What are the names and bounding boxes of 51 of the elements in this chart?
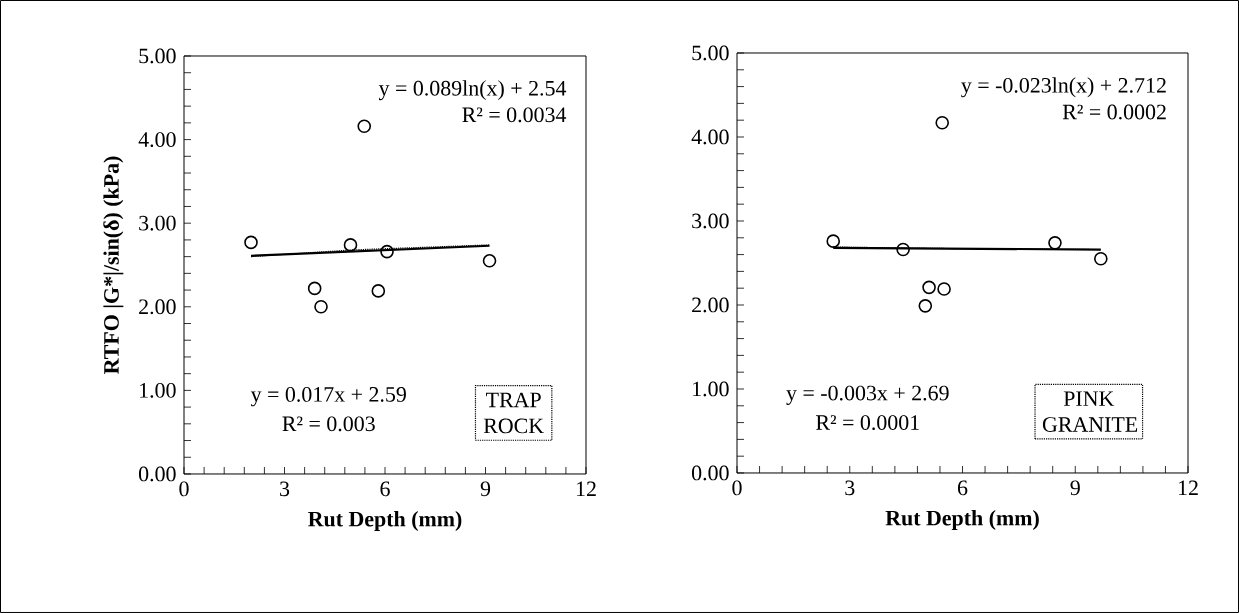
point xyxy=(244,235,258,250)
point xyxy=(937,282,951,296)
annotation: R² = 0.0002 xyxy=(1062,104,1166,120)
point xyxy=(343,238,358,252)
x-axis-title: Rut Depth (mm) xyxy=(308,511,462,531)
point xyxy=(935,115,950,130)
x-tick-label: 6 xyxy=(957,480,968,496)
point xyxy=(380,244,394,259)
y-tick-label: 5.00 xyxy=(692,45,729,61)
annotation: TRAP ROCK xyxy=(483,392,544,434)
annotation: y = -0.023ln(x) + 2.712 xyxy=(961,77,1166,98)
y-tick-label: 1.00 xyxy=(140,382,176,398)
point xyxy=(896,242,910,257)
x-tick-label: 12 xyxy=(1178,480,1198,495)
y-tick-label: 0.00 xyxy=(138,466,176,482)
y-axis-title: RTFO |G*|/sin(δ) (kPa) xyxy=(103,156,124,374)
x-tick-label: 12 xyxy=(576,481,596,496)
x-tick-label: 0 xyxy=(732,480,742,496)
y-tick-label: 2.00 xyxy=(692,297,729,313)
annotation: R² = 0.0001 xyxy=(816,415,919,431)
x-tick-label: 9 xyxy=(1070,480,1080,496)
point xyxy=(826,234,841,248)
annotation: y = -0.003x + 2.69 xyxy=(786,385,949,405)
x-tick-label: 6 xyxy=(380,481,390,497)
y-tick-label: 3.00 xyxy=(692,213,729,229)
annotation: y = 0.089ln(x) + 2.54 xyxy=(378,80,567,101)
y-tick-label: 2.00 xyxy=(139,299,176,315)
y-tick-label: 5.00 xyxy=(139,48,176,64)
point xyxy=(1094,251,1108,266)
point xyxy=(482,254,497,268)
annotation: R² = 0.0034 xyxy=(462,107,567,123)
x-tick-label: 3 xyxy=(280,481,290,497)
point xyxy=(1048,236,1062,250)
point xyxy=(314,299,328,314)
point xyxy=(357,119,372,134)
annotation: R² = 0.003 xyxy=(282,416,375,432)
y-tick-label: 1.00 xyxy=(693,381,729,397)
point xyxy=(918,299,933,313)
y-tick-label: 3.00 xyxy=(139,215,176,231)
x-axis-title: Rut Depth (mm) xyxy=(885,510,1039,530)
y-tick-label: 0.00 xyxy=(691,465,729,481)
x-tick-label: 3 xyxy=(845,480,855,496)
point xyxy=(307,281,322,296)
annotation: y = 0.017x + 2.59 xyxy=(250,387,406,407)
x-tick-label: 9 xyxy=(480,481,491,497)
point xyxy=(371,284,386,298)
y-tick-label: 4.00 xyxy=(138,132,176,148)
y-tick-label: 4.00 xyxy=(691,129,729,145)
annotation: PINK GRANITE xyxy=(1042,391,1138,432)
point xyxy=(922,280,936,295)
x-tick-label: 0 xyxy=(179,481,189,497)
